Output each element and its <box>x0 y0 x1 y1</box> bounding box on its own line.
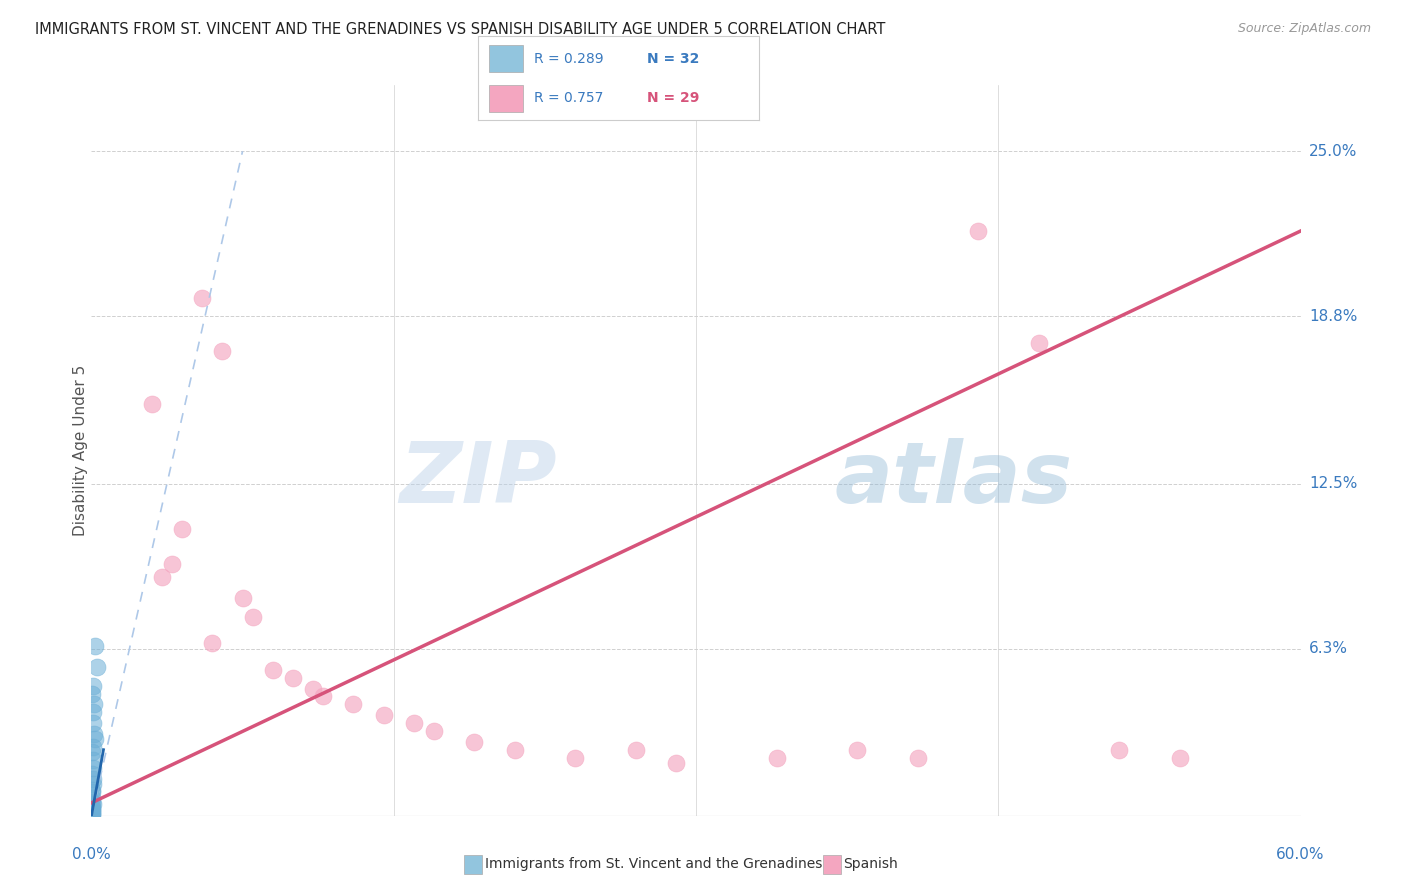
Point <box>82 716 104 731</box>
Point <box>80 803 103 817</box>
Point <box>907 750 929 764</box>
Point <box>82 739 104 754</box>
Text: Source: ZipAtlas.com: Source: ZipAtlas.com <box>1237 22 1371 36</box>
Text: N = 29: N = 29 <box>647 91 699 105</box>
Point <box>82 797 104 812</box>
Point <box>80 795 103 809</box>
Point <box>80 806 103 821</box>
Point <box>82 679 104 693</box>
Point <box>82 800 104 814</box>
Point <box>84 639 107 653</box>
Point <box>80 790 103 805</box>
Point <box>80 808 103 822</box>
Point <box>150 570 173 584</box>
Point <box>80 807 103 822</box>
Point <box>141 397 163 411</box>
Point <box>82 777 104 791</box>
Point <box>82 785 104 799</box>
Point <box>172 522 194 536</box>
Text: Immigrants from St. Vincent and the Grenadines: Immigrants from St. Vincent and the Gren… <box>485 857 823 871</box>
Point <box>82 745 104 759</box>
Point <box>402 716 425 731</box>
Text: ZIP: ZIP <box>399 438 557 521</box>
Point <box>665 756 688 770</box>
Point <box>80 766 103 780</box>
Point <box>1168 750 1191 764</box>
Text: 12.5%: 12.5% <box>1309 476 1357 491</box>
Point <box>231 591 253 605</box>
Point <box>201 636 224 650</box>
Point <box>82 782 104 797</box>
Point <box>423 724 446 739</box>
Point <box>80 805 103 819</box>
Bar <box>489 45 523 72</box>
Point <box>373 708 395 723</box>
Point <box>211 343 233 358</box>
Point <box>160 557 183 571</box>
Text: R = 0.757: R = 0.757 <box>534 91 603 105</box>
Text: 6.3%: 6.3% <box>1309 641 1348 657</box>
Point <box>80 809 103 823</box>
Point <box>342 698 364 712</box>
Point <box>1028 335 1050 350</box>
Point <box>262 663 284 677</box>
Text: 60.0%: 60.0% <box>1277 847 1324 862</box>
Point <box>1108 742 1130 756</box>
Point <box>82 706 104 720</box>
Point <box>80 805 103 820</box>
Point <box>312 690 335 704</box>
Y-axis label: Disability Age Under 5: Disability Age Under 5 <box>73 365 87 536</box>
Point <box>191 291 214 305</box>
Point <box>281 671 304 685</box>
Point <box>80 808 103 822</box>
Point <box>463 735 485 749</box>
Point <box>83 698 105 712</box>
Point <box>83 732 105 747</box>
Point <box>82 687 104 701</box>
Point <box>86 660 108 674</box>
Bar <box>489 85 523 112</box>
Point <box>82 772 104 786</box>
Point <box>82 753 104 767</box>
Point <box>80 802 103 816</box>
Point <box>967 224 990 238</box>
Point <box>302 681 325 696</box>
Point <box>846 742 869 756</box>
Point <box>83 727 105 741</box>
Point <box>765 750 787 764</box>
Text: Spanish: Spanish <box>844 857 898 871</box>
Text: 25.0%: 25.0% <box>1309 144 1357 159</box>
Text: R = 0.289: R = 0.289 <box>534 52 605 65</box>
Point <box>82 761 104 775</box>
Text: atlas: atlas <box>835 438 1073 521</box>
Point <box>242 609 264 624</box>
Point <box>624 742 647 756</box>
Text: N = 32: N = 32 <box>647 52 699 65</box>
Point <box>503 742 526 756</box>
Text: 18.8%: 18.8% <box>1309 309 1357 324</box>
Text: 0.0%: 0.0% <box>72 847 111 862</box>
Point <box>564 750 586 764</box>
Text: IMMIGRANTS FROM ST. VINCENT AND THE GRENADINES VS SPANISH DISABILITY AGE UNDER 5: IMMIGRANTS FROM ST. VINCENT AND THE GREN… <box>35 22 886 37</box>
Point <box>80 809 103 823</box>
